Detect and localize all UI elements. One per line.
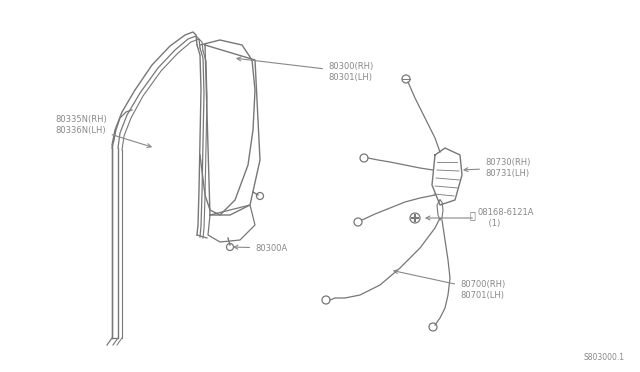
Text: 80300(RH)
80301(LH): 80300(RH) 80301(LH) — [237, 57, 373, 82]
Text: S803000.1: S803000.1 — [584, 353, 625, 362]
Text: 80300A: 80300A — [234, 244, 287, 253]
Text: 80700(RH)
80701(LH): 80700(RH) 80701(LH) — [394, 270, 505, 300]
Text: 08168-6121A
    (1): 08168-6121A (1) — [426, 208, 534, 228]
Text: 80730(RH)
80731(LH): 80730(RH) 80731(LH) — [464, 158, 531, 178]
Text: 80335N(RH)
80336N(LH): 80335N(RH) 80336N(LH) — [55, 115, 151, 148]
Text: Ⓢ: Ⓢ — [470, 210, 476, 220]
